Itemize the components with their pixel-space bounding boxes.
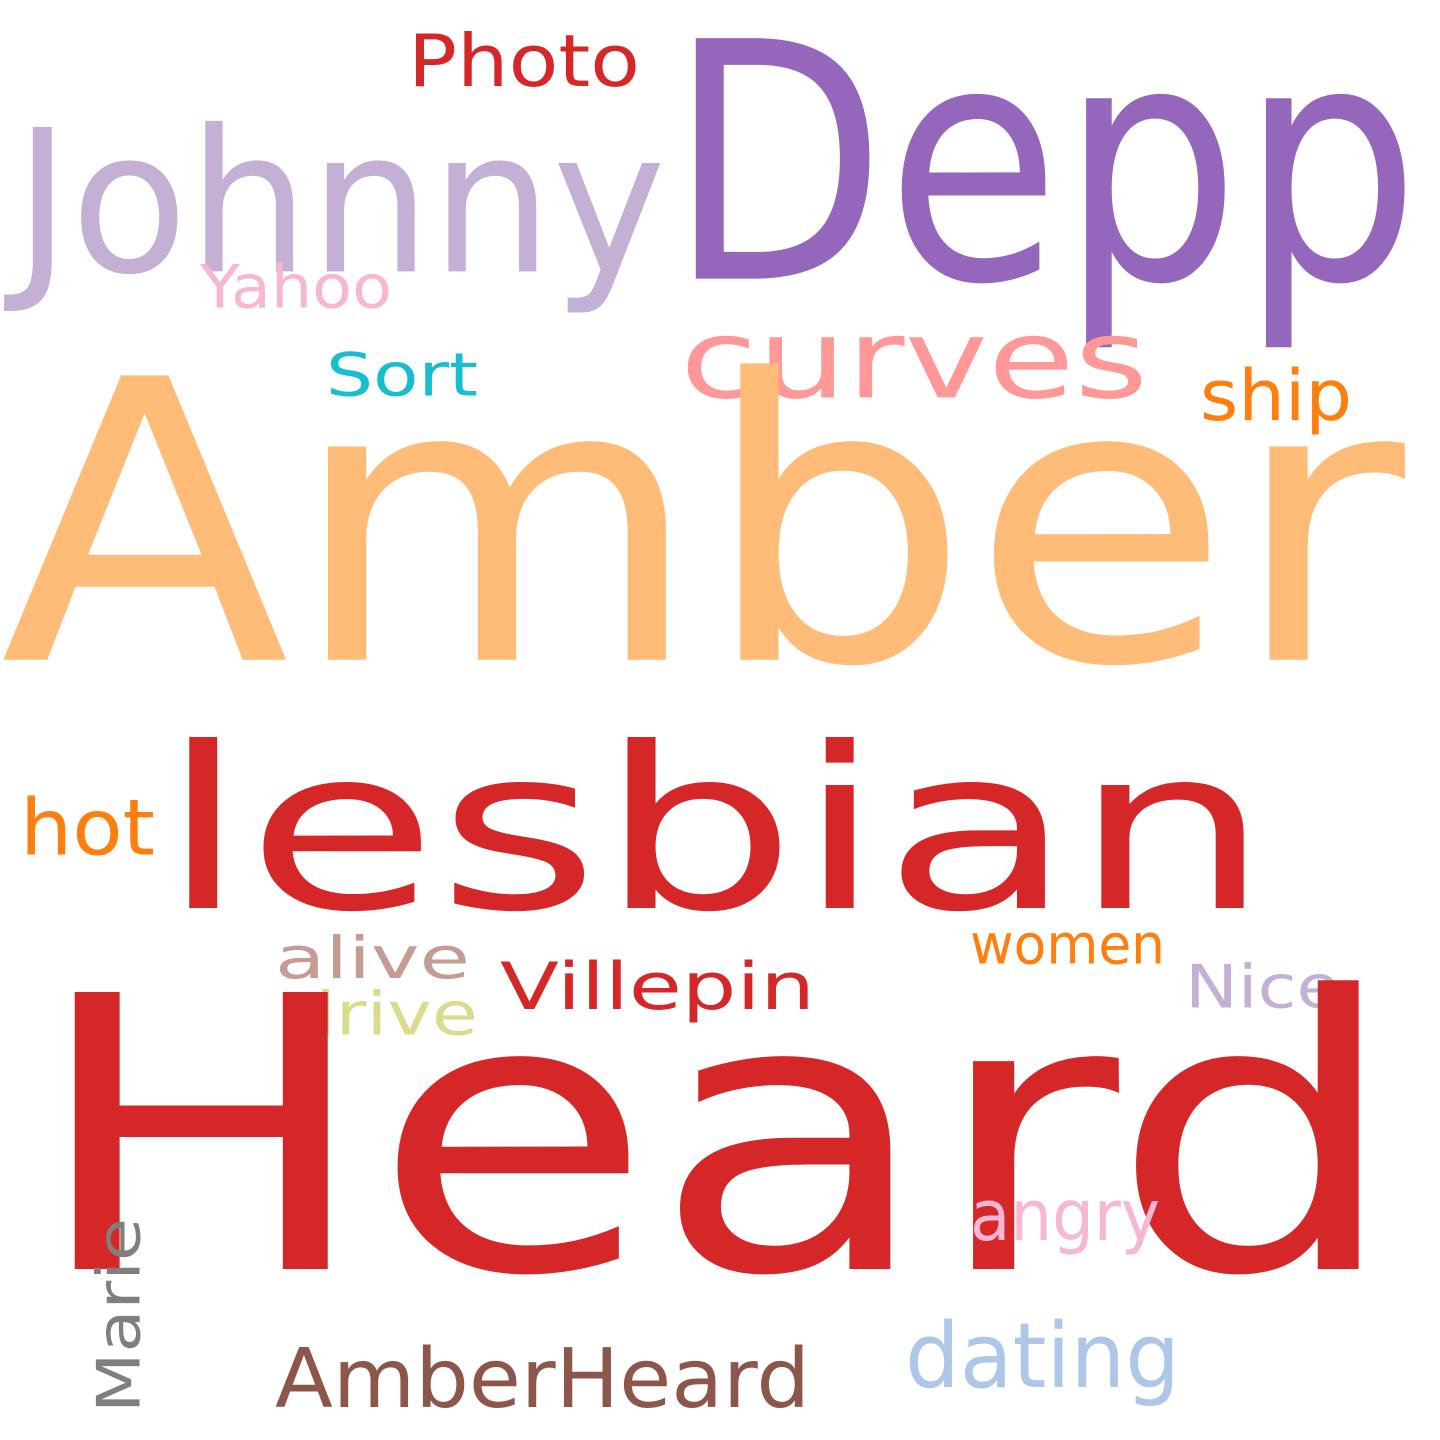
word-amberheard: AmberHeard (275, 1330, 810, 1427)
word-yahoo: Yahoo (200, 253, 392, 323)
word-photo: Photo (408, 20, 640, 104)
word-villepin: Villepin (500, 949, 815, 1026)
word-lesbian: lesbian (160, 698, 1270, 962)
word-sort: Sort (326, 341, 478, 411)
word-depp: Depp (668, 0, 1420, 357)
word-alive: alive (275, 925, 470, 993)
word-heard: Heard (30, 916, 1400, 1359)
word-hot: hot (20, 783, 155, 874)
word-women: women (970, 913, 1165, 978)
word-angry: angry (970, 1176, 1160, 1258)
word-johnny: Johnny (14, 88, 666, 319)
word-ship: ship (1200, 356, 1352, 438)
word-drive: drive (288, 980, 478, 1050)
word-curves: curves (680, 296, 1148, 424)
word-marie: Marie (85, 1218, 155, 1413)
word-nice: Nice (1185, 953, 1340, 1023)
word-amber: Amber (0, 298, 1405, 752)
word-dating: dating (905, 1304, 1180, 1409)
